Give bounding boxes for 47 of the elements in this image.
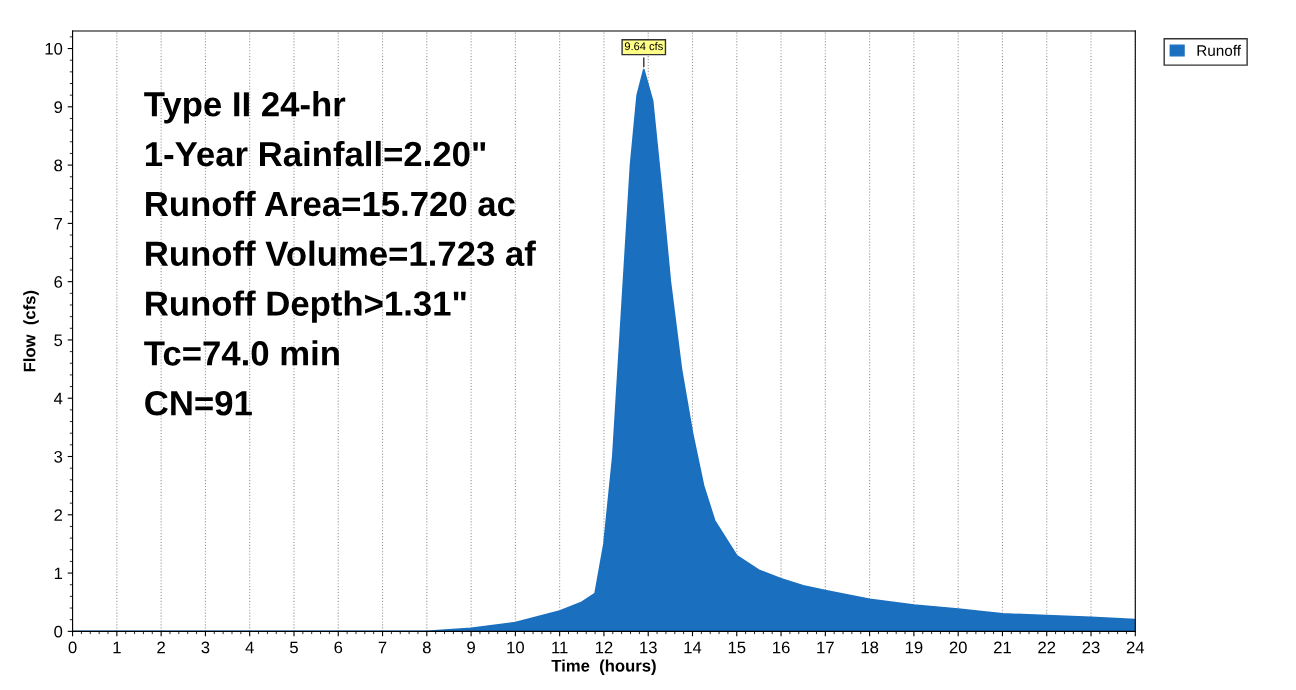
x-tick-label: 13 [640,641,657,654]
y-axis-title: Flow (cfs) [23,290,39,372]
x-tick-label: 17 [817,641,834,654]
annotation: Runoff Volume=1.723 af [146,240,536,267]
x-tick-label: 21 [994,641,1011,654]
y-tick-label: 8 [54,159,63,172]
x-tick-label: 10 [507,641,524,654]
annotation: Type II 24-hr [144,91,346,124]
y-tick-label: 7 [54,217,63,230]
annotation: 9.64 cfs [624,42,663,51]
x-tick-label: 22 [1038,641,1056,654]
x-tick-label: 4 [245,641,254,654]
x-tick-label: 8 [422,641,431,654]
annotation: Runoff Depth>1.31" [146,290,466,323]
annotation: 1-Year Rainfall=2.20" [145,140,486,167]
y-tick-label: 5 [54,334,63,347]
x-tick-label: 11 [552,641,568,654]
annotation: Tc=74.0 min [144,340,339,366]
annotation: CN=91 [145,390,252,416]
annotation: Runoff Area=15.720 ac [146,190,515,217]
x-tick-label: 19 [905,641,923,654]
x-axis-title: Time (hours) [551,659,656,675]
y-tick-label: 2 [54,509,63,521]
x-tick-label: 6 [334,641,343,654]
y-tick-label: 9 [54,101,63,114]
x-tick-label: 20 [949,641,967,654]
x-tick-label: 24 [1126,641,1145,654]
y-tick-label: 10 [45,42,63,55]
legend-label: Runoff [1197,44,1242,57]
x-tick-label: 14 [684,641,702,654]
y-tick-label: 3 [54,450,63,463]
x-tick-label: 18 [861,641,879,654]
x-tick-label: 2 [157,641,165,654]
y-tick-label: 1 [54,567,63,580]
x-tick-label: 15 [728,641,746,654]
x-tick-label: 0 [68,641,77,654]
x-tick-label: 9 [467,641,475,654]
x-tick-label: 12 [595,641,613,654]
y-tick-label: 0 [54,625,63,638]
y-tick-label: 4 [53,392,63,405]
x-tick-label: 3 [201,641,210,654]
y-tick-label: 6 [54,276,63,288]
x-tick-label: 5 [290,641,298,654]
x-tick-label: 23 [1082,641,1100,654]
x-tick-label: 1 [113,641,121,654]
x-tick-label: 7 [378,641,387,654]
x-tick-label: 16 [773,641,790,654]
